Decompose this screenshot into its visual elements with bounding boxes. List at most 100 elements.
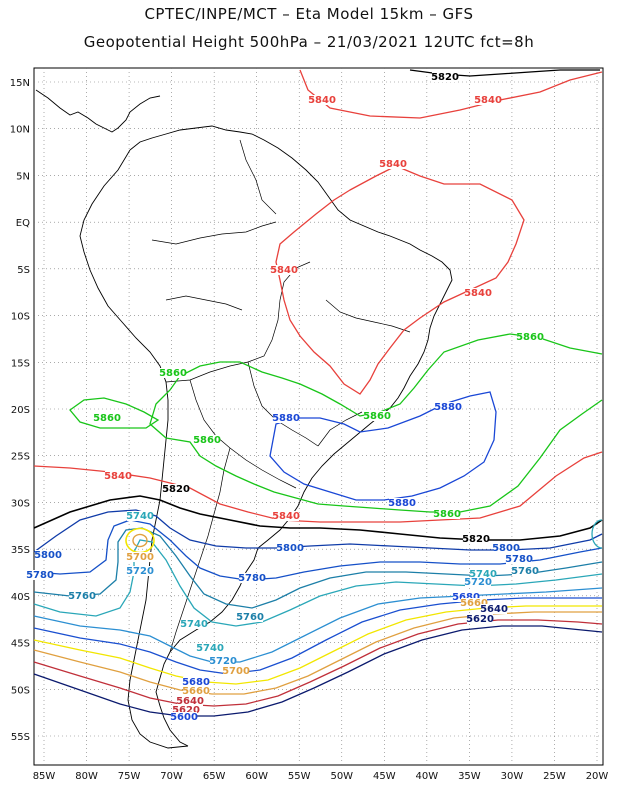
contour-label: 5800 — [492, 543, 520, 554]
south-america-coast — [129, 125, 453, 747]
contour-label: 5780 — [26, 570, 54, 581]
contour-label-bg — [475, 95, 501, 105]
contour-darkred — [33, 619, 603, 707]
chart-title-line2: Geopotential Height 500hPa – 21/03/2021 … — [83, 33, 535, 51]
contour-label: 5680 — [182, 677, 210, 688]
contour-5680-closed — [269, 391, 497, 501]
contour-label-bg — [69, 591, 95, 601]
contour-labels: 5820 5840 5840 5840 5840 5840 5860 5860 5860 5860… — [26, 72, 544, 723]
lon-tick-label: 65W — [203, 771, 226, 782]
lat-tick-label: EQ — [16, 218, 30, 229]
contour-label: 5600 — [170, 712, 198, 723]
lon-tick-label: 35W — [458, 771, 481, 782]
contour-label-bg — [94, 413, 120, 423]
contour-label: 5800 — [34, 550, 62, 561]
lon-tick-label: 25W — [543, 771, 566, 782]
contour-label: 5660 — [182, 686, 210, 697]
contour-label-bg — [183, 686, 209, 696]
contour-label-bg — [223, 666, 249, 676]
contour-label-bg — [432, 72, 458, 82]
contour-label-bg — [512, 566, 538, 576]
lon-tick-label: 60W — [245, 771, 268, 782]
contour-label: 5800 — [276, 543, 304, 554]
contour-label: 5820 — [462, 534, 490, 545]
lon-tick-label: 50W — [330, 771, 353, 782]
contour-label: 5740 — [180, 619, 208, 630]
lon-tick-label: 30W — [501, 771, 524, 782]
contour-label-bg — [465, 577, 491, 587]
contour-yellow-vortex — [125, 527, 155, 554]
lon-tick-label: 20W — [586, 771, 609, 782]
contour-label-bg — [197, 643, 223, 653]
lat-tick-label: 20S — [11, 405, 30, 416]
contour-label-bg — [470, 569, 496, 579]
contour-label-bg — [271, 265, 297, 275]
lat-tick-label: 25S — [11, 452, 30, 463]
contour-label: 5840 — [272, 511, 300, 522]
contour-label-bg — [35, 550, 61, 560]
lat-tick-label: 55S — [11, 732, 30, 743]
contour-label-bg — [237, 612, 263, 622]
contour-label: 5860 — [159, 368, 187, 379]
contour-label: 5860 — [363, 411, 391, 422]
lat-tick-label: 35S — [11, 545, 30, 556]
contour-label-bg — [463, 534, 489, 544]
contour-5700 — [33, 597, 602, 675]
contour-label: 5840 — [308, 95, 336, 106]
lon-tick-label: 40W — [416, 771, 439, 782]
contour-label-bg — [171, 712, 197, 722]
central-america-coast — [35, 89, 161, 133]
contour-label: 5860 — [193, 435, 221, 446]
contour-label: 5740 — [469, 569, 497, 580]
contour-label-bg — [105, 471, 131, 481]
contour-label-bg — [453, 592, 479, 602]
contour-label: 5860 — [516, 332, 544, 343]
chart-title-line1: CPTEC/INPE/MCT – Eta Model 15km – GFS — [144, 5, 474, 23]
contour-label-bg — [181, 619, 207, 629]
contour-label-bg — [364, 411, 390, 421]
contour-label-bg — [461, 598, 487, 608]
lon-tick-label: 70W — [160, 771, 183, 782]
contour-label-bg — [239, 573, 265, 583]
contour-label-bg — [389, 498, 415, 508]
contour-orange-vortex — [132, 533, 148, 548]
contour-label-bg — [517, 332, 543, 342]
contour-label-bg — [27, 570, 53, 580]
contour-label: 5720 — [464, 577, 492, 588]
contour-label-bg — [506, 554, 532, 564]
contour-label: 5740 — [196, 643, 224, 654]
contour-label-bg — [127, 566, 153, 576]
contour-label: 5620 — [466, 614, 494, 625]
contour-5660-west — [69, 397, 160, 429]
contour-label: 5620 — [172, 705, 200, 716]
contour-label: 5820 — [431, 72, 459, 83]
contour-5760 — [33, 527, 603, 609]
contour-label-bg — [160, 368, 186, 378]
contour-label-bg — [210, 656, 236, 666]
contour-east-vortex — [591, 519, 603, 549]
lat-tick-label: 10N — [10, 125, 30, 136]
contour-label-bg — [380, 159, 406, 169]
contour-label-bg — [277, 543, 303, 553]
contour-label: 5840 — [474, 95, 502, 106]
contour-label: 5860 — [433, 509, 461, 520]
contour-navy — [33, 625, 603, 717]
contour-orange — [33, 611, 602, 695]
contour-label-bg — [481, 604, 507, 614]
lat-tick-label: 50S — [11, 685, 30, 696]
contour-label-bg — [183, 677, 209, 687]
lon-tick-label: 75W — [118, 771, 141, 782]
lat-tick-label: 5S — [17, 265, 30, 276]
contour-label-bg — [194, 435, 220, 445]
contour-5620-main — [33, 495, 603, 541]
contour-label: 5640 — [176, 696, 204, 707]
axis-ticks: 15N 10N 5N EQ 5S 10S 15S 20S 25S 30S 35S 40S 45S 50S 5… — [10, 78, 609, 782]
contour-label-bg — [435, 402, 461, 412]
contour-label: 5880 — [272, 413, 300, 424]
contour-label: 5840 — [104, 471, 132, 482]
contour-label: 5880 — [388, 498, 416, 509]
contour-label: 5720 — [126, 566, 154, 577]
contour-5660-east — [149, 333, 603, 513]
contour-label: 5740 — [126, 511, 154, 522]
